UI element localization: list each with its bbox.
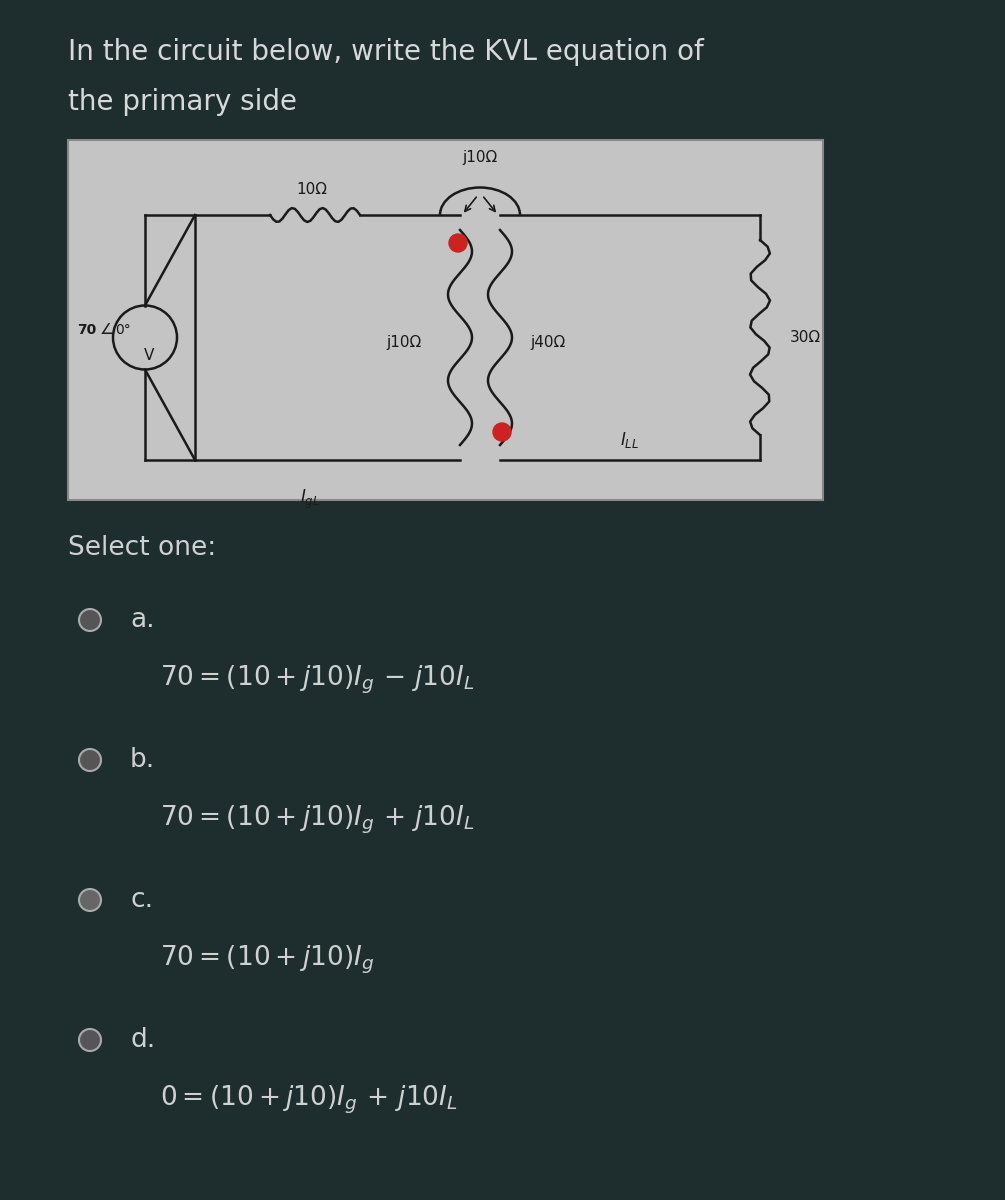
Text: $I_{LL}$: $I_{LL}$ <box>620 430 639 450</box>
Text: 70: 70 <box>77 323 96 336</box>
Circle shape <box>79 1028 100 1051</box>
Text: the primary side: the primary side <box>68 88 297 116</box>
Circle shape <box>493 422 511 440</box>
Text: $0 = (10 + j10)I_g\,+\,j10I_L$: $0 = (10 + j10)I_g\,+\,j10I_L$ <box>160 1084 457 1116</box>
Text: $70 = (10 + j10)I_g\,-\,j10I_L$: $70 = (10 + j10)I_g\,-\,j10I_L$ <box>160 664 474 696</box>
Circle shape <box>79 889 100 911</box>
Text: 0°: 0° <box>116 323 131 336</box>
Circle shape <box>79 749 100 770</box>
Text: c.: c. <box>130 887 153 913</box>
Text: j40Ω: j40Ω <box>530 335 565 349</box>
Text: 30Ω: 30Ω <box>790 330 821 344</box>
Text: In the circuit below, write the KVL equation of: In the circuit below, write the KVL equa… <box>68 38 703 66</box>
Text: Select one:: Select one: <box>68 535 216 560</box>
Bar <box>68 140 823 500</box>
Text: d.: d. <box>130 1027 155 1054</box>
Text: a.: a. <box>130 607 155 634</box>
Text: V: V <box>144 348 154 362</box>
Text: $70 = (10 + j10)I_g$: $70 = (10 + j10)I_g$ <box>160 944 374 976</box>
Text: $70 = (10 + j10)I_g\,+\,j10I_L$: $70 = (10 + j10)I_g\,+\,j10I_L$ <box>160 804 474 836</box>
Text: j10Ω: j10Ω <box>387 335 422 349</box>
Text: b.: b. <box>130 746 155 773</box>
Text: j10Ω: j10Ω <box>462 150 497 164</box>
Text: ∠: ∠ <box>100 322 114 337</box>
Text: 10Ω: 10Ω <box>296 182 328 197</box>
Circle shape <box>449 234 467 252</box>
Text: $I_{gL}$: $I_{gL}$ <box>299 488 320 511</box>
Circle shape <box>79 608 100 631</box>
